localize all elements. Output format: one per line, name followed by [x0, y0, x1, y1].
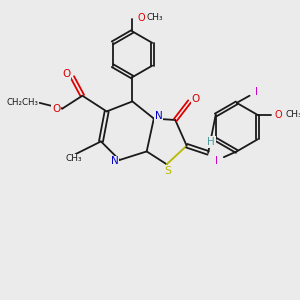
Text: S: S [165, 166, 172, 176]
Text: I: I [215, 156, 218, 166]
Text: O: O [275, 110, 282, 120]
Text: O: O [192, 94, 200, 103]
Text: O: O [62, 69, 70, 79]
Text: CH₃: CH₃ [65, 154, 82, 163]
Text: O: O [52, 103, 60, 114]
Text: CH₃: CH₃ [147, 14, 164, 22]
Text: I: I [255, 87, 258, 97]
Text: O: O [137, 13, 145, 23]
Text: CH₃: CH₃ [285, 110, 300, 119]
Text: H: H [207, 137, 215, 147]
Text: N: N [110, 156, 118, 167]
Text: N: N [154, 111, 162, 121]
Text: CH₂CH₃: CH₂CH₃ [6, 98, 38, 107]
